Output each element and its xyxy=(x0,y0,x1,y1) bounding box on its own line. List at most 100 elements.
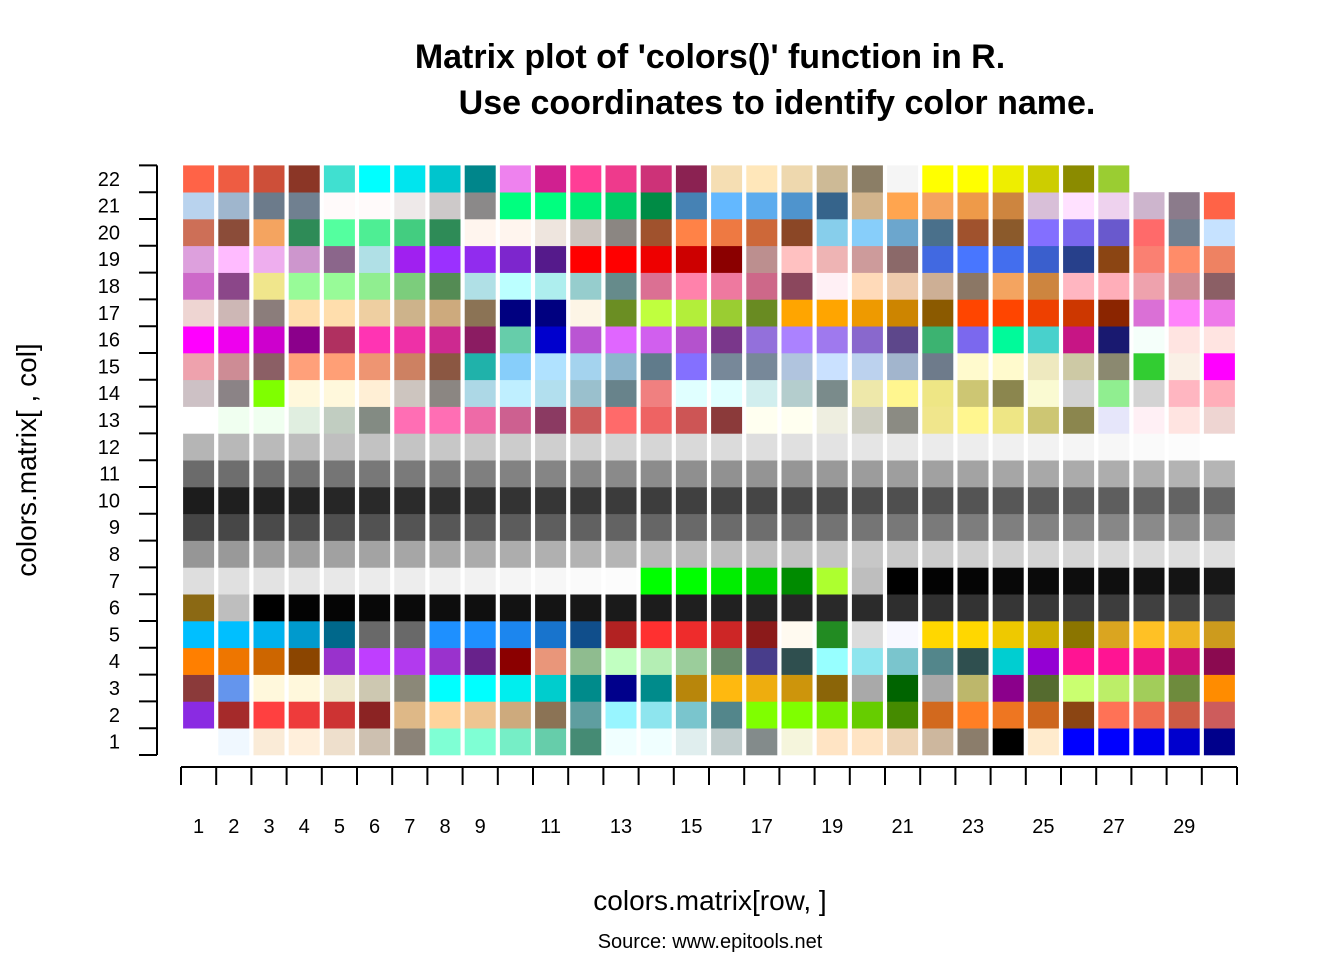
color-cell-12-13 xyxy=(570,406,602,434)
color-cell-27-19 xyxy=(1098,245,1130,273)
color-cell-17-12 xyxy=(746,433,778,461)
color-cell-6-21 xyxy=(359,192,391,220)
color-cell-27-1 xyxy=(1098,728,1130,756)
color-cell-16-3 xyxy=(711,674,743,702)
y-tick-label: 16 xyxy=(98,330,120,352)
color-cell-6-22 xyxy=(359,165,391,193)
color-cell-12-14 xyxy=(570,379,602,407)
color-cell-8-9 xyxy=(429,513,461,541)
color-cell-7-3 xyxy=(394,674,426,702)
color-cell-14-17 xyxy=(640,299,672,327)
x-tick-label: 21 xyxy=(891,816,913,838)
color-cell-22-12 xyxy=(922,433,954,461)
color-cell-26-20 xyxy=(1063,219,1095,247)
color-cell-11-4 xyxy=(535,647,567,675)
color-cell-21-11 xyxy=(887,460,919,488)
color-cell-6-9 xyxy=(359,513,391,541)
color-cell-16-11 xyxy=(711,460,743,488)
color-cell-27-3 xyxy=(1098,674,1130,702)
color-cell-10-15 xyxy=(499,353,531,381)
y-tick-label: 2 xyxy=(109,705,120,727)
color-cell-30-1 xyxy=(1203,728,1235,756)
color-cell-24-4 xyxy=(992,647,1024,675)
color-cell-26-18 xyxy=(1063,272,1095,300)
color-cell-21-13 xyxy=(887,406,919,434)
color-cell-6-6 xyxy=(359,594,391,622)
color-cell-6-14 xyxy=(359,379,391,407)
color-cell-18-19 xyxy=(781,245,813,273)
color-cell-9-11 xyxy=(464,460,496,488)
color-cell-16-7 xyxy=(711,567,743,595)
x-tick-label: 15 xyxy=(680,816,702,838)
color-cell-6-12 xyxy=(359,433,391,461)
color-cell-16-10 xyxy=(711,487,743,515)
color-cell-27-16 xyxy=(1098,326,1130,354)
color-cell-8-13 xyxy=(429,406,461,434)
color-cell-16-4 xyxy=(711,647,743,675)
x-tick-label: 5 xyxy=(334,816,345,838)
color-cell-9-13 xyxy=(464,406,496,434)
color-cell-9-6 xyxy=(464,594,496,622)
color-cell-1-11 xyxy=(183,460,215,488)
x-tick-label: 27 xyxy=(1103,816,1125,838)
color-cell-20-17 xyxy=(851,299,883,327)
color-cell-22-4 xyxy=(922,647,954,675)
color-cell-19-12 xyxy=(816,433,848,461)
color-cell-15-20 xyxy=(675,219,707,247)
color-cell-19-17 xyxy=(816,299,848,327)
color-cell-23-2 xyxy=(957,701,989,729)
color-cell-19-7 xyxy=(816,567,848,595)
color-cell-13-13 xyxy=(605,406,637,434)
color-cell-3-19 xyxy=(253,245,285,273)
color-cell-13-10 xyxy=(605,487,637,515)
color-cell-18-5 xyxy=(781,621,813,649)
color-cell-7-5 xyxy=(394,621,426,649)
color-cell-22-17 xyxy=(922,299,954,327)
color-cell-13-21 xyxy=(605,192,637,220)
color-cell-19-5 xyxy=(816,621,848,649)
color-cell-1-3 xyxy=(183,674,215,702)
color-cell-5-19 xyxy=(323,245,355,273)
color-cell-25-19 xyxy=(1027,245,1059,273)
color-cell-8-4 xyxy=(429,647,461,675)
color-cell-13-12 xyxy=(605,433,637,461)
color-cell-29-5 xyxy=(1168,621,1200,649)
color-cell-19-19 xyxy=(816,245,848,273)
color-cell-28-1 xyxy=(1133,728,1165,756)
color-cell-27-4 xyxy=(1098,647,1130,675)
color-cell-16-17 xyxy=(711,299,743,327)
color-cell-6-4 xyxy=(359,647,391,675)
color-cell-2-6 xyxy=(218,594,250,622)
x-tick-label: 3 xyxy=(263,816,274,838)
color-cell-24-2 xyxy=(992,701,1024,729)
color-cell-17-5 xyxy=(746,621,778,649)
color-cell-23-7 xyxy=(957,567,989,595)
color-cell-4-9 xyxy=(288,513,320,541)
color-cell-17-19 xyxy=(746,245,778,273)
color-cell-20-6 xyxy=(851,594,883,622)
color-cell-29-19 xyxy=(1168,245,1200,273)
color-cell-25-11 xyxy=(1027,460,1059,488)
color-cell-30-5 xyxy=(1203,621,1235,649)
color-cell-14-9 xyxy=(640,513,672,541)
color-cell-9-2 xyxy=(464,701,496,729)
x-tick-label: 7 xyxy=(404,816,415,838)
color-cell-6-17 xyxy=(359,299,391,327)
color-cell-1-21 xyxy=(183,192,215,220)
color-cell-5-7 xyxy=(323,567,355,595)
color-cell-22-11 xyxy=(922,460,954,488)
color-cell-18-11 xyxy=(781,460,813,488)
color-cell-19-21 xyxy=(816,192,848,220)
color-cell-11-13 xyxy=(535,406,567,434)
color-cell-23-9 xyxy=(957,513,989,541)
color-cell-21-18 xyxy=(887,272,919,300)
color-cell-20-22 xyxy=(851,165,883,193)
color-cell-29-18 xyxy=(1168,272,1200,300)
color-cell-25-4 xyxy=(1027,647,1059,675)
color-cell-29-13 xyxy=(1168,406,1200,434)
color-cell-19-14 xyxy=(816,379,848,407)
color-cell-26-7 xyxy=(1063,567,1095,595)
color-cell-14-3 xyxy=(640,674,672,702)
color-cell-26-6 xyxy=(1063,594,1095,622)
